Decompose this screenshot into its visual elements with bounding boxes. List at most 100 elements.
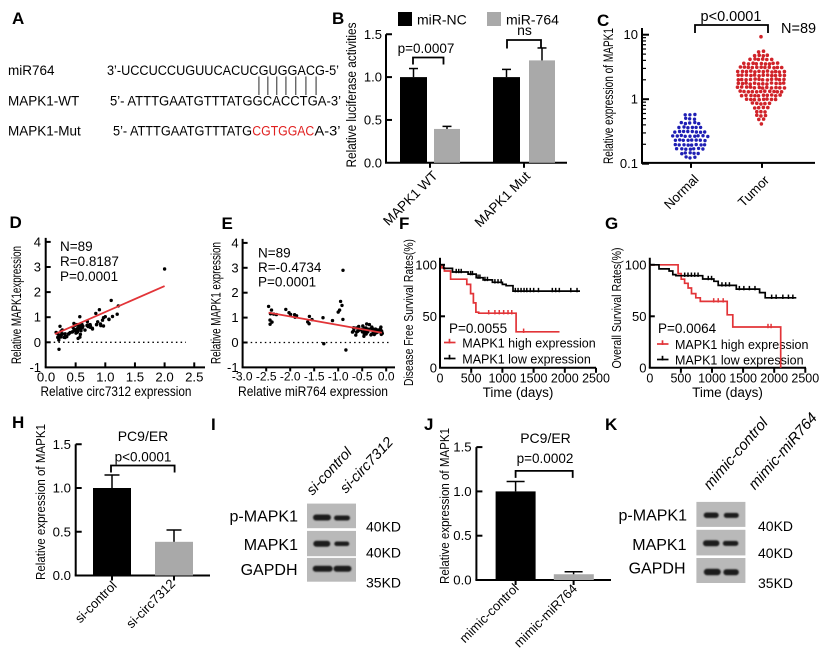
svg-text:500: 500: [670, 372, 691, 386]
svg-text:0.0: 0.0: [453, 573, 471, 588]
svg-text:50: 50: [423, 309, 437, 324]
svg-text:p-MAPK1: p-MAPK1: [230, 509, 299, 526]
svg-text:3’-UCCUCCUGUUCACUCGUGGACG-5’: 3’-UCCUCCUGUUCACUCGUGGACG-5’: [107, 63, 339, 78]
svg-text:PC9/ER: PC9/ER: [118, 428, 169, 444]
svg-text:G: G: [605, 214, 618, 233]
svg-text:miR-764: miR-764: [506, 12, 559, 28]
svg-text:0: 0: [34, 335, 41, 350]
svg-text:CGTGGAC: CGTGGAC: [252, 124, 314, 139]
svg-text:A-3’: A-3’: [315, 124, 341, 139]
svg-text:2500: 2500: [582, 372, 610, 386]
svg-text:Relative expression of MAPK1: Relative expression of MAPK1: [600, 28, 616, 164]
svg-text:GAPDH: GAPDH: [629, 561, 686, 578]
svg-text:0.5: 0.5: [53, 524, 71, 539]
svg-text:-1: -1: [29, 360, 41, 375]
svg-text:1500: 1500: [729, 372, 757, 386]
svg-text:J: J: [424, 415, 433, 434]
svg-text:-0.5: -0.5: [352, 370, 373, 384]
svg-text:1000: 1000: [488, 372, 516, 386]
svg-text:miR764: miR764: [8, 63, 55, 78]
svg-text:35KD: 35KD: [758, 575, 793, 591]
svg-text:500: 500: [461, 372, 482, 386]
svg-text:50: 50: [632, 309, 646, 324]
svg-text:D: D: [10, 213, 22, 232]
svg-text:Relative expression of MAPK1: Relative expression of MAPK1: [437, 428, 452, 584]
svg-text:0: 0: [639, 360, 646, 375]
svg-text:3: 3: [231, 260, 238, 275]
svg-text:miR-NC: miR-NC: [417, 12, 467, 28]
svg-text:0.5: 0.5: [453, 528, 471, 543]
svg-text:PC9/ER: PC9/ER: [520, 430, 571, 446]
svg-text:1.0: 1.0: [453, 484, 471, 499]
svg-text:1500: 1500: [520, 372, 548, 386]
svg-text:0.1: 0.1: [620, 156, 638, 171]
svg-text:MAPK1 high expression: MAPK1 high expression: [462, 337, 595, 351]
svg-text:0.0: 0.0: [53, 568, 71, 583]
svg-text:1.5: 1.5: [364, 27, 382, 42]
svg-text:P=0.0064: P=0.0064: [658, 321, 717, 336]
svg-text:Relative luciferase activities: Relative luciferase activities: [344, 22, 359, 167]
svg-text:1.5: 1.5: [53, 437, 71, 452]
svg-text:MAPK1: MAPK1: [632, 537, 686, 554]
svg-text:100: 100: [415, 257, 437, 272]
svg-text:Relative circ7312 expression: Relative circ7312 expression: [41, 384, 192, 399]
svg-text:0: 0: [430, 360, 437, 375]
svg-text:MAPK1 low expression: MAPK1 low expression: [462, 353, 591, 367]
svg-text:1: 1: [631, 92, 638, 107]
svg-text:40KD: 40KD: [366, 545, 401, 561]
svg-text:MAPK1: MAPK1: [244, 537, 298, 554]
svg-text:0: 0: [231, 335, 238, 350]
svg-text:1.5: 1.5: [126, 370, 144, 385]
svg-text:H: H: [12, 413, 24, 432]
svg-text:100: 100: [625, 257, 647, 272]
svg-text:0.5: 0.5: [364, 112, 382, 127]
svg-text:Relative MAPK1 expression: Relative MAPK1 expression: [209, 242, 224, 364]
svg-text:N=89: N=89: [781, 21, 816, 37]
svg-text:2.5: 2.5: [185, 370, 203, 385]
svg-text:Relative miR764 expression: Relative miR764 expression: [238, 384, 388, 399]
svg-text:1: 1: [231, 310, 238, 325]
svg-text:N=89: N=89: [258, 246, 291, 261]
svg-text:P=0.0001: P=0.0001: [60, 269, 118, 284]
svg-text:4: 4: [34, 234, 41, 249]
svg-text:MAPK1 high expression: MAPK1 high expression: [675, 338, 808, 352]
svg-text:p-MAPK1: p-MAPK1: [619, 508, 688, 525]
svg-text:2000: 2000: [760, 372, 788, 386]
svg-text:MAPK1 low expression: MAPK1 low expression: [675, 354, 804, 368]
svg-text:1.0: 1.0: [53, 481, 71, 496]
svg-text:Relative expression of MAPK1: Relative expression of MAPK1: [33, 424, 48, 580]
svg-text:-1.5: -1.5: [304, 370, 325, 384]
svg-text:-1.0: -1.0: [328, 370, 349, 384]
svg-text:E: E: [222, 214, 233, 233]
svg-text:Time (days): Time (days): [483, 385, 554, 400]
svg-text:2000: 2000: [551, 372, 579, 386]
svg-text:-2.5: -2.5: [256, 370, 277, 384]
svg-text:4: 4: [231, 235, 238, 250]
svg-text:5’- ATTTGAATGTTTATGGCACCTGA-3’: 5’- ATTTGAATGTTTATGGCACCTGA-3’: [110, 94, 341, 109]
svg-text:-2.0: -2.0: [280, 370, 301, 384]
svg-text:A: A: [12, 9, 24, 28]
svg-text:p<0.0001: p<0.0001: [701, 9, 762, 25]
svg-text:0: 0: [646, 372, 653, 386]
svg-text:Relative MAPK1expression: Relative MAPK1expression: [9, 246, 24, 364]
svg-text:2.0: 2.0: [155, 370, 173, 385]
svg-text:P=0.0055: P=0.0055: [449, 321, 507, 336]
svg-text:2: 2: [34, 285, 41, 300]
svg-text:1: 1: [34, 310, 41, 325]
svg-text:40KD: 40KD: [758, 518, 793, 534]
svg-text:40KD: 40KD: [366, 519, 401, 535]
svg-text:0.0: 0.0: [364, 155, 382, 170]
svg-text:10: 10: [624, 27, 638, 42]
svg-text:1000: 1000: [698, 372, 726, 386]
svg-text:p=0.0007: p=0.0007: [398, 41, 455, 56]
svg-text:B: B: [332, 9, 344, 28]
svg-text:2500: 2500: [791, 372, 819, 386]
svg-text:N=89: N=89: [60, 239, 93, 254]
svg-text:MAPK1-Mut: MAPK1-Mut: [8, 124, 81, 139]
svg-text:F: F: [399, 214, 409, 233]
svg-text:0: 0: [437, 372, 444, 386]
svg-text:40KD: 40KD: [758, 545, 793, 561]
svg-text:MAPK1-WT: MAPK1-WT: [8, 94, 79, 109]
svg-text:-1: -1: [227, 360, 239, 375]
svg-text:C: C: [597, 11, 609, 30]
